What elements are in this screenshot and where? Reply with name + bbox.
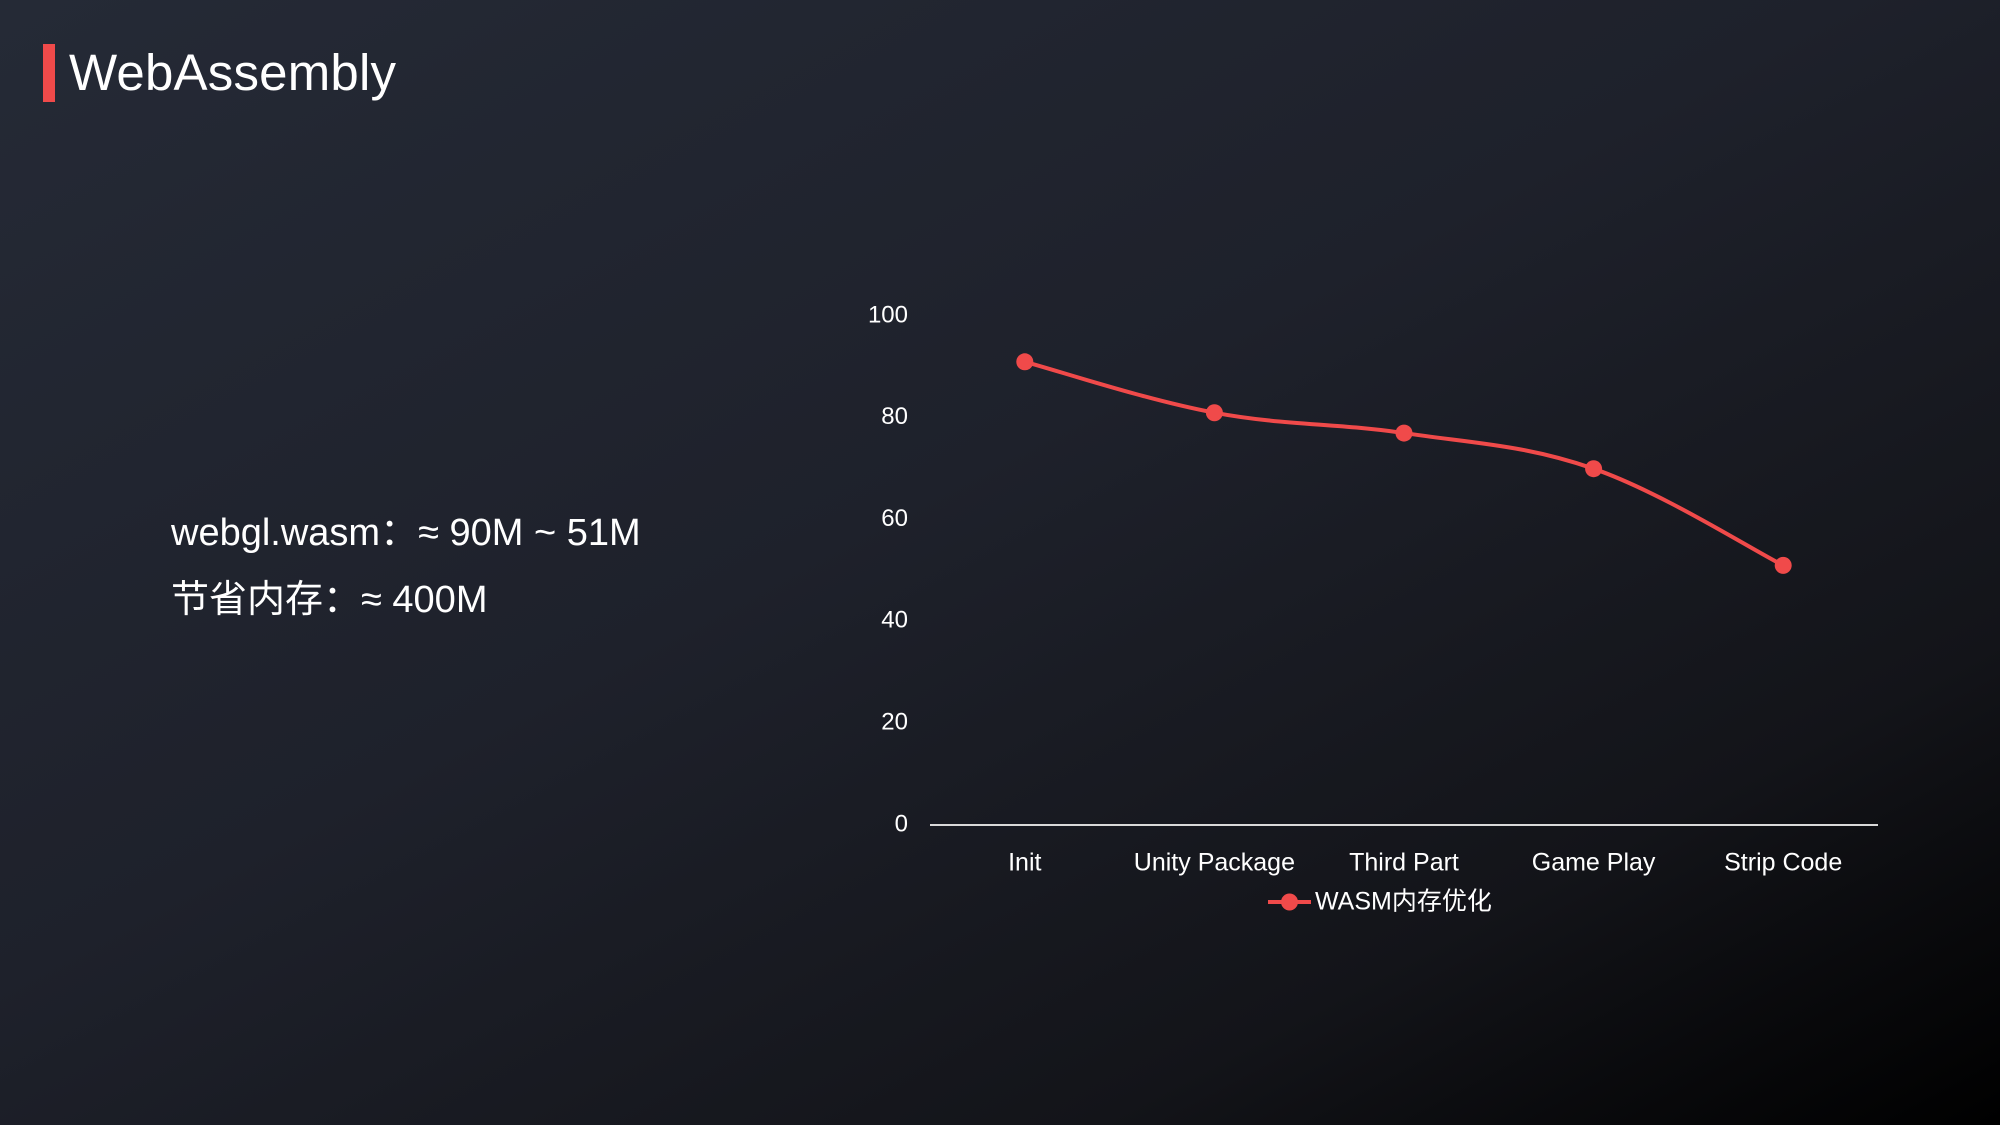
- x-category-label: Game Play: [1532, 849, 1656, 877]
- x-category-label: Strip Code: [1724, 849, 1842, 877]
- data-point: [1016, 353, 1034, 371]
- stat-memory-saved: 节省内存：≈ 400M: [171, 579, 488, 621]
- y-tick-label: 40: [881, 607, 908, 634]
- data-point: [1205, 404, 1223, 422]
- x-category-label: Init: [1008, 849, 1041, 877]
- data-point: [1585, 460, 1603, 478]
- data-point: [1774, 556, 1792, 574]
- legend-marker: [1281, 893, 1298, 911]
- legend-label: WASM内存优化: [1315, 888, 1492, 916]
- y-tick-label: 20: [881, 709, 908, 736]
- y-tick-label: 80: [881, 403, 908, 430]
- y-tick-label: 0: [895, 810, 908, 837]
- title-accent-bar: [43, 44, 55, 102]
- stat-wasm-size: webgl.wasm：≈ 90M ~ 51M: [171, 512, 641, 554]
- y-tick-label: 60: [881, 505, 908, 532]
- stats-block: webgl.wasm：≈ 90M ~ 51M 节省内存：≈ 400M: [171, 500, 641, 634]
- data-point: [1395, 424, 1413, 442]
- slide-title: WebAssembly: [43, 44, 396, 102]
- title-text: WebAssembly: [69, 44, 397, 101]
- series-line: [1022, 359, 1786, 568]
- y-tick-label: 100: [868, 301, 908, 328]
- x-category-label: Third Part: [1349, 849, 1459, 877]
- x-category-label: Unity Package: [1134, 849, 1295, 877]
